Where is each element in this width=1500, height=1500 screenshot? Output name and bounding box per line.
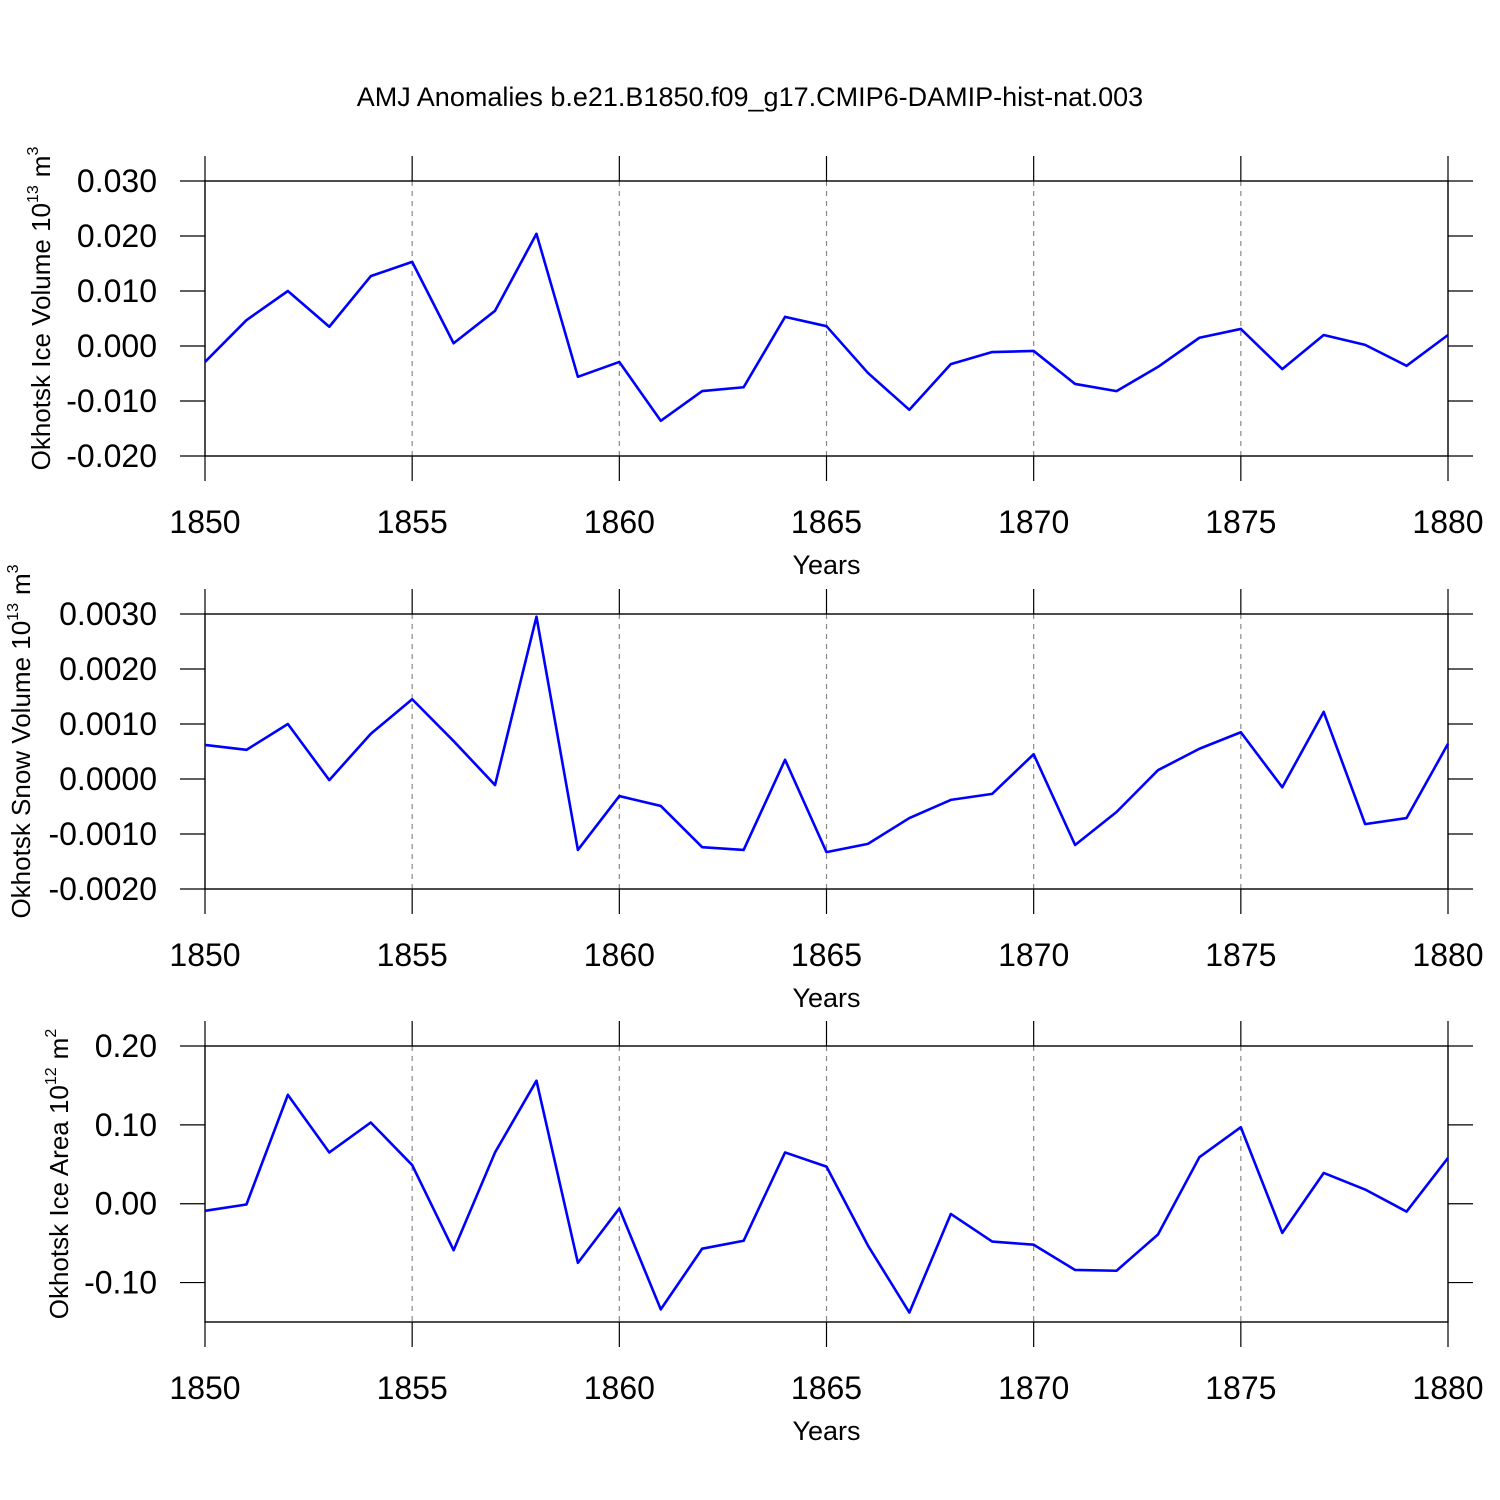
x-tick-label: 1865 <box>791 1370 862 1406</box>
y-axis-label-text: Okhotsk Snow Volume 10 <box>6 621 36 919</box>
x-tick-label: 1865 <box>791 937 862 973</box>
y-axis-label-text: Okhotsk Ice Volume 10 <box>26 203 56 470</box>
y-axis-label: Okhotsk Ice Volume 1013 m3 <box>25 147 56 471</box>
data-line <box>204 232 1449 423</box>
y-axis-label-unit-exp: 2 <box>43 1029 60 1038</box>
y-axis-label: Okhotsk Snow Volume 1013 m3 <box>5 564 36 918</box>
plot-frame <box>204 613 1449 890</box>
data-line <box>204 1079 1450 1314</box>
y-tick-label: 0.20 <box>95 1028 157 1064</box>
data-line <box>204 615 1450 854</box>
x-tick-label: 1870 <box>998 504 1069 540</box>
y-axis-label-text: Okhotsk Ice Area 10 <box>44 1085 74 1319</box>
x-axis-label: Years <box>792 550 860 580</box>
y-tick-label: 0.0000 <box>59 761 157 797</box>
y-tick-label: 0.000 <box>77 328 157 364</box>
panel: 1850 1855 1860 1865 1870 1875 1880 -0.020 -0.010… <box>25 147 1484 580</box>
y-tick-label: 0.010 <box>77 273 157 309</box>
x-tick-label: 1860 <box>584 504 655 540</box>
x-tick-label: 1850 <box>169 937 240 973</box>
y-axis-label-unit-exp: 3 <box>25 147 42 156</box>
panel: 1850 1855 1860 1865 1870 1875 1880 -0.10 0.00 0.1… <box>43 1021 1484 1446</box>
x-tick-label: 1880 <box>1412 1370 1483 1406</box>
x-axis-label: Years <box>792 983 860 1013</box>
x-tick-label: 1880 <box>1412 504 1483 540</box>
x-axis-label: Years <box>792 1416 860 1446</box>
x-tick-label: 1855 <box>377 937 448 973</box>
y-tick-label: 0.10 <box>95 1107 157 1143</box>
x-tick-label: 1880 <box>1412 937 1483 973</box>
y-tick-label: -0.0020 <box>48 871 157 907</box>
x-tick-label: 1875 <box>1205 504 1276 540</box>
y-axis-label-unit-exp: 3 <box>5 564 22 573</box>
y-tick-label: -0.010 <box>66 383 157 419</box>
y-axis-label-unit: m <box>26 156 56 178</box>
x-tick-label: 1870 <box>998 1370 1069 1406</box>
y-tick-label: 0.00 <box>95 1186 157 1222</box>
y-axis-label-exp: 13 <box>25 185 42 203</box>
y-tick-label: 0.0020 <box>59 651 157 687</box>
y-axis-label-unit: m <box>6 573 36 595</box>
y-axis-label: Okhotsk Ice Area 1012 m2 <box>43 1029 74 1320</box>
x-tick-label: 1850 <box>169 1370 240 1406</box>
x-tick-label: 1850 <box>169 504 240 540</box>
y-tick-label: -0.0010 <box>48 816 157 852</box>
y-tick-label: 0.0010 <box>59 706 157 742</box>
y-tick-label: -0.10 <box>84 1265 157 1301</box>
panel: 1850 1855 1860 1865 1870 1875 1880 -0.0020 -0.00… <box>5 564 1484 1013</box>
plot-frame <box>204 180 1449 457</box>
plot-frame <box>204 1045 1449 1323</box>
chart-title: AMJ Anomalies b.e21.B1850.f09_g17.CMIP6-… <box>357 82 1143 112</box>
x-tick-label: 1875 <box>1205 937 1276 973</box>
y-tick-label: -0.020 <box>66 438 157 474</box>
y-axis-label-exp: 12 <box>43 1067 60 1085</box>
y-axis-label-unit: m <box>44 1038 74 1060</box>
x-tick-label: 1860 <box>584 1370 655 1406</box>
y-tick-label: 0.020 <box>77 218 157 254</box>
x-tick-label: 1870 <box>998 937 1069 973</box>
x-tick-label: 1855 <box>377 504 448 540</box>
x-tick-label: 1875 <box>1205 1370 1276 1406</box>
y-axis-label-exp: 13 <box>5 603 22 621</box>
x-tick-label: 1865 <box>791 504 862 540</box>
x-tick-label: 1855 <box>377 1370 448 1406</box>
y-tick-label: 0.030 <box>77 163 157 199</box>
x-tick-label: 1860 <box>584 937 655 973</box>
y-tick-label: 0.0030 <box>59 596 157 632</box>
